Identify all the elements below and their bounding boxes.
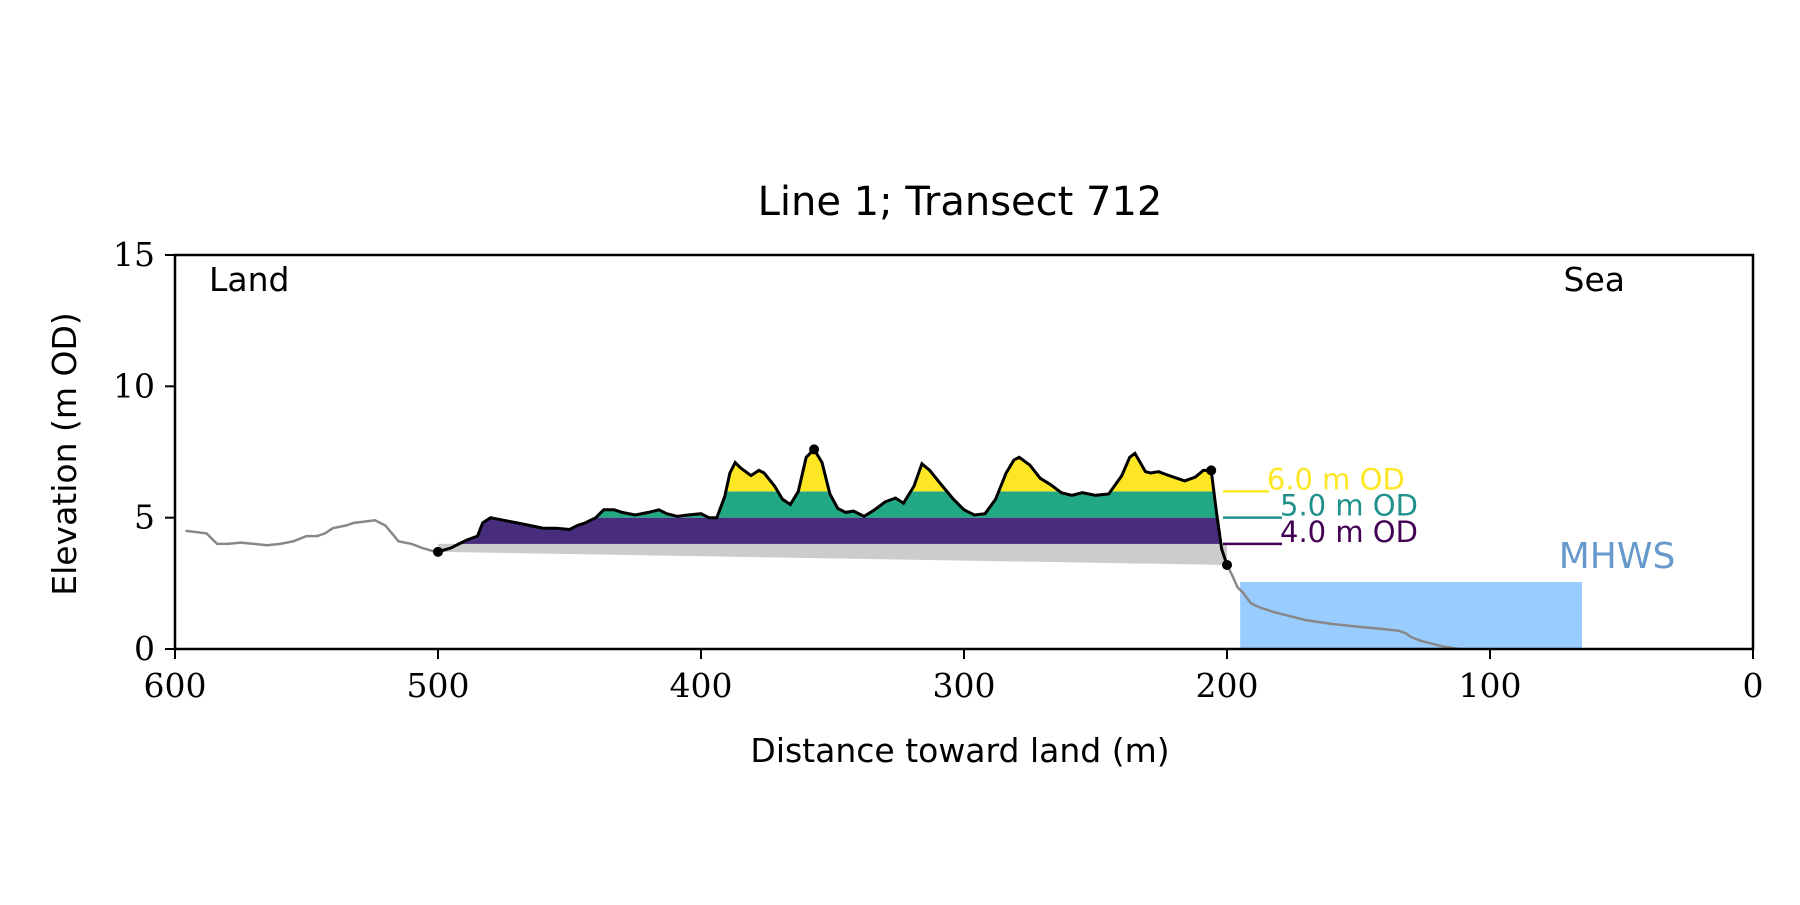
- x-tick-label-0: 600: [144, 666, 207, 705]
- seaward-crest-point: [1206, 465, 1217, 476]
- dune-heel-point: [433, 546, 443, 557]
- y-axis-label: Elevation (m OD): [45, 312, 84, 596]
- water-level-label-2: 5.0 m OD: [1280, 489, 1418, 523]
- axes: 600 500 400 300 200 100 0 0 5 10 15: [113, 235, 1764, 705]
- x-tick-label-5: 100: [1459, 666, 1522, 705]
- x-tick-label-3: 300: [933, 666, 996, 705]
- y-tick-label-3: 15: [113, 235, 155, 274]
- plot-area: MHWS 6.0 m OD5.0 m OD4.0 m OD: [185, 444, 1676, 651]
- x-tick-label-4: 200: [1196, 666, 1259, 705]
- band-4-5m-area: [438, 517, 1227, 544]
- water-level-label-1: 6.0 m OD: [1267, 462, 1405, 496]
- sea-label: Sea: [1564, 260, 1625, 299]
- x-tick-label-2: 400: [670, 666, 733, 705]
- dune-crest-point: [809, 444, 820, 455]
- x-tick-label-1: 500: [407, 666, 470, 705]
- y-tick-label-2: 10: [113, 366, 155, 405]
- y-tick-label-0: 0: [134, 629, 155, 668]
- below-4m-area: [438, 543, 1227, 565]
- land-label: Land: [209, 260, 289, 299]
- chart-title: Line 1; Transect 712: [758, 179, 1163, 225]
- dune-profile-line: [437, 446, 1229, 566]
- dune-toe-point: [1222, 559, 1232, 570]
- x-axis-label: Distance toward land (m): [750, 731, 1169, 770]
- x-tick-label-6: 0: [1743, 666, 1764, 705]
- water-level-label-3: 4.0 m OD: [1280, 515, 1418, 549]
- above-6m-area: [438, 449, 1227, 492]
- mhws-label: MHWS: [1559, 536, 1676, 577]
- y-tick-label-1: 5: [134, 498, 155, 537]
